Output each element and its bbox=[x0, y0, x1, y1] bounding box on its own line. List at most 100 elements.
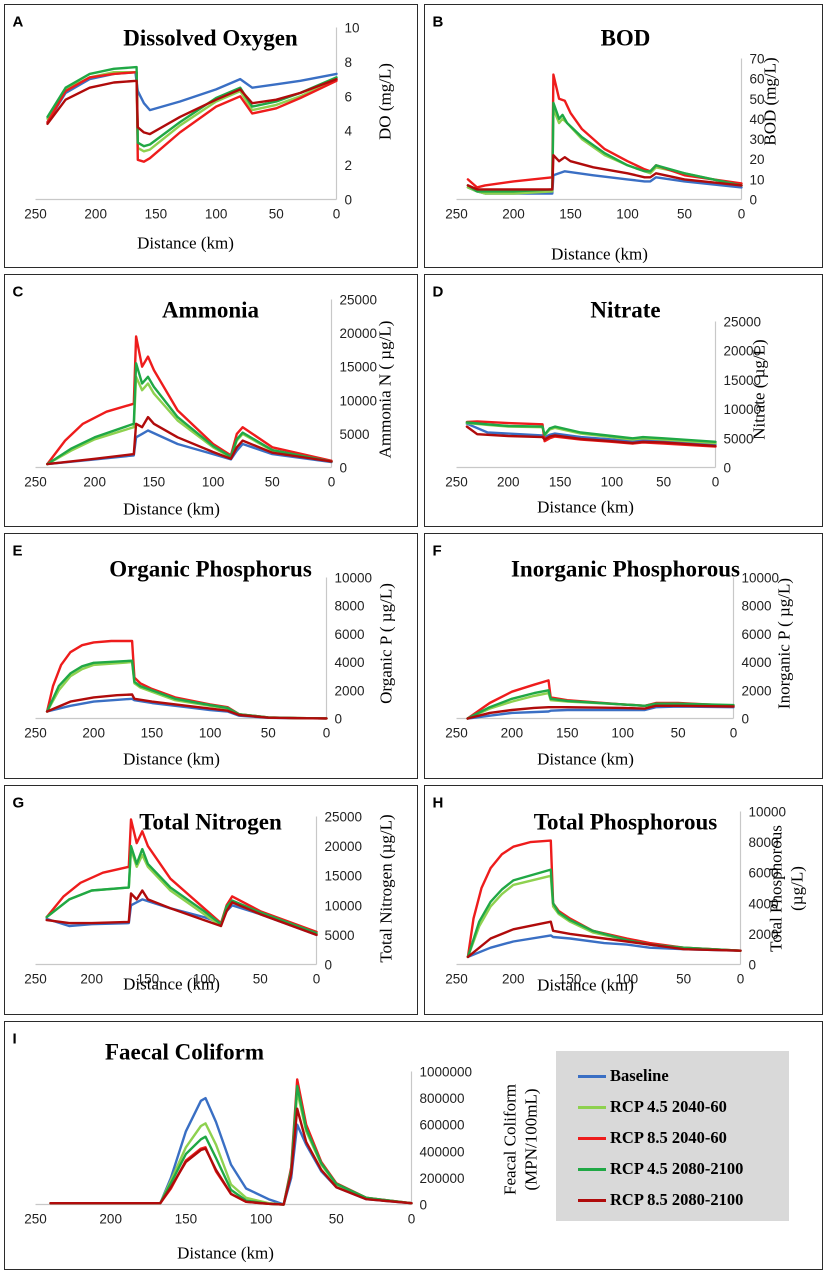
chart-title: Organic Phosphorus bbox=[109, 557, 312, 582]
y-tick-label: 20 bbox=[750, 152, 765, 167]
x-tick-label: 250 bbox=[24, 475, 47, 490]
series-line-rcp-4-5-2040-60 bbox=[466, 874, 742, 959]
legend: Baseline RCP 4.5 2040-60 RCP 8.5 2040-60… bbox=[556, 1051, 789, 1221]
chart-b: B BOD 250 200 150 100 50 00 10 20 30 40 50 60 70 Distan… bbox=[433, 14, 780, 264]
series-line-rcp-4-5-2080-2100 bbox=[465, 421, 717, 443]
y-tick-label: 0 bbox=[750, 193, 758, 208]
panel-letter: F bbox=[433, 543, 442, 560]
y-axis-label: Total Nitrogen (µg/L) bbox=[377, 814, 396, 962]
x-tick-label: 150 bbox=[141, 726, 164, 741]
chart-h: H Total Phosphorous 250 200 150 100 50 00 2000 40… bbox=[433, 795, 807, 995]
y-tick-label: 6000 bbox=[742, 627, 772, 642]
x-tick-label: 250 bbox=[24, 1212, 47, 1227]
x-tick-label: 250 bbox=[445, 475, 468, 490]
y-tick-label: 10000 bbox=[724, 402, 762, 417]
x-axis-label: Distance (km) bbox=[123, 975, 220, 994]
x-tick-label: 150 bbox=[549, 475, 572, 490]
y-tick-label: 0 bbox=[335, 712, 343, 727]
x-tick-label: 200 bbox=[502, 207, 525, 222]
x-axis-label: Distance (km) bbox=[123, 750, 220, 769]
x-tick-label: 100 bbox=[193, 972, 216, 987]
x-tick-label: 50 bbox=[253, 972, 268, 987]
y-tick-label: 10 bbox=[750, 172, 765, 187]
series-line-rcp-8-5-2080-2100 bbox=[49, 1107, 413, 1206]
y-tick-label: 0 bbox=[742, 712, 750, 727]
x-tick-label: 0 bbox=[333, 207, 341, 222]
y-axis-label: Inorganic P ( µg/L) bbox=[775, 578, 794, 709]
x-axis-label: Distance (km) bbox=[537, 498, 634, 517]
y-tick-label: 0 bbox=[420, 1198, 428, 1213]
x-tick-label: 100 bbox=[205, 207, 228, 222]
chart-title: Dissolved Oxygen bbox=[123, 26, 298, 51]
y-tick-label: 10 bbox=[345, 21, 360, 36]
chart-title: Total Phosphorous bbox=[534, 810, 717, 835]
x-tick-label: 150 bbox=[137, 972, 160, 987]
x-tick-label: 150 bbox=[556, 726, 579, 741]
panel-a: A Dissolved Oxygen 250 200 150 100 50 0 0 2 4 6 8 10 D… bbox=[4, 4, 418, 268]
legend-label: Baseline bbox=[610, 1066, 669, 1085]
panel-letter: D bbox=[433, 284, 444, 301]
series-line-rcp-8-5-2080-2100 bbox=[45, 693, 328, 720]
x-tick-label: 50 bbox=[261, 726, 276, 741]
y-tick-label: 4 bbox=[345, 124, 353, 139]
x-tick-label: 200 bbox=[80, 972, 103, 987]
x-axis-label: Distance (km) bbox=[551, 245, 648, 264]
x-tick-label: 100 bbox=[611, 726, 634, 741]
series-line-rcp-8-5-2040-60 bbox=[46, 70, 338, 163]
x-tick-label: 100 bbox=[616, 972, 639, 987]
legend-item-rcp85-2040: RCP 8.5 2040-60 bbox=[578, 1127, 727, 1149]
x-tick-label: 250 bbox=[24, 726, 47, 741]
chart-title: Ammonia bbox=[162, 298, 260, 323]
y-tick-label: 20000 bbox=[325, 839, 363, 854]
y-tick-label: 4000 bbox=[335, 655, 365, 670]
series-line-rcp-8-5-2080-2100 bbox=[46, 415, 333, 466]
y-tick-label: 6000 bbox=[335, 627, 365, 642]
panel-d: D Nitrate 250 200 150 100 50 0 0 5000 10000 15000 20… bbox=[424, 274, 823, 527]
panel-letter: A bbox=[13, 14, 24, 31]
x-tick-label: 100 bbox=[601, 475, 624, 490]
chart-title: Inorganic Phosphorous bbox=[511, 557, 740, 582]
panel-f: F Inorganic Phosphorous 250 200 150 100 50 0 0 20… bbox=[424, 533, 823, 779]
y-axis-label: Total Phosphorous (µg/L) bbox=[767, 825, 807, 952]
y-tick-label: 20000 bbox=[340, 326, 378, 341]
y-tick-label: 50 bbox=[750, 92, 765, 107]
x-tick-label: 150 bbox=[175, 1212, 198, 1227]
x-tick-label: 200 bbox=[84, 207, 107, 222]
panel-b: B BOD 250 200 150 100 50 0 0 10 20 30 40 50 60 70 Distan… bbox=[424, 4, 823, 268]
chart-title: Nitrate bbox=[590, 298, 660, 323]
panel-letter: H bbox=[433, 795, 444, 812]
y-tick-label: 5000 bbox=[340, 427, 370, 442]
y-tick-label: 8000 bbox=[335, 599, 365, 614]
x-axis-label: Distance (km) bbox=[137, 234, 234, 253]
series-line-rcp-8-5-2080-2100 bbox=[466, 153, 743, 191]
panel-letter: C bbox=[13, 284, 24, 301]
y-tick-label: 10000 bbox=[335, 571, 373, 586]
x-axis-label: Distance (km) bbox=[123, 500, 220, 519]
x-tick-label: 0 bbox=[323, 726, 331, 741]
x-tick-label: 250 bbox=[445, 972, 468, 987]
y-axis-label: DO (mg/L) bbox=[376, 63, 395, 140]
y-tick-label: 4000 bbox=[742, 655, 772, 670]
series-line-rcp-8-5-2080-2100 bbox=[45, 889, 318, 937]
legend-label: RCP 4.5 2080-2100 bbox=[610, 1159, 744, 1178]
x-tick-label: 100 bbox=[250, 1212, 273, 1227]
x-axis-label: Distance (km) bbox=[177, 1244, 274, 1263]
chart-i: I Faecal Coliform 250 200 150 100 50 00 200000 40… bbox=[13, 1031, 541, 1263]
x-tick-label: 250 bbox=[24, 207, 47, 222]
y-tick-label: 800000 bbox=[420, 1091, 465, 1106]
y-tick-label: 10000 bbox=[749, 805, 787, 820]
series-line-baseline bbox=[46, 429, 333, 466]
y-tick-label: 8000 bbox=[749, 835, 779, 850]
y-tick-label: 5000 bbox=[325, 928, 355, 943]
y-tick-label: 0 bbox=[340, 461, 348, 476]
x-tick-label: 150 bbox=[559, 207, 582, 222]
y-axis-label: BOD (mg/L) bbox=[761, 57, 780, 145]
panel-h: H Total Phosphorous 250 200 150 100 50 0 0 2000 40… bbox=[424, 785, 823, 1015]
y-tick-label: 2000 bbox=[335, 683, 365, 698]
panel-letter: G bbox=[13, 795, 25, 812]
x-tick-label: 200 bbox=[501, 726, 524, 741]
y-axis-label: Ammonia N ( µg/L) bbox=[376, 321, 395, 459]
y-tick-label: 15000 bbox=[724, 373, 762, 388]
x-tick-label: 50 bbox=[676, 972, 691, 987]
